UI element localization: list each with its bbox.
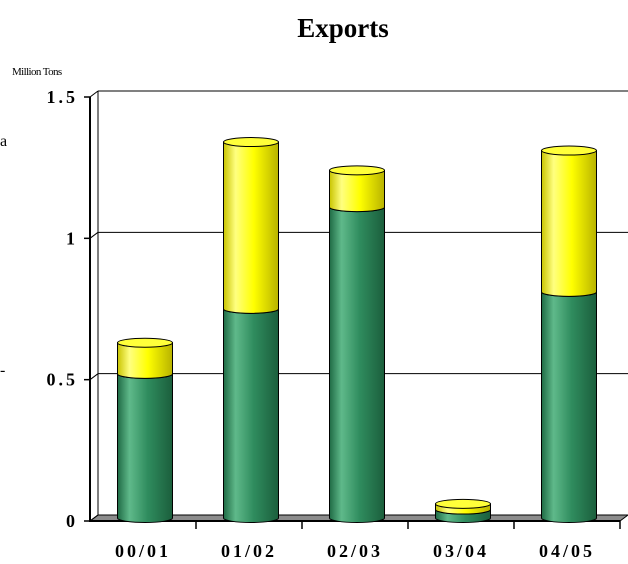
bar-body xyxy=(117,373,173,523)
bar-04/05-series-1 xyxy=(541,286,597,523)
x-tick-label: 01/02 xyxy=(221,541,277,561)
x-tick-label: 00/01 xyxy=(115,541,171,561)
y-tick-labels: 0 0.5 1 1.5 xyxy=(47,87,79,531)
bar-body xyxy=(541,291,597,523)
bar-01/02-series-1 xyxy=(223,303,279,523)
y-tick-label: 1.5 xyxy=(47,87,79,107)
bar-04/05-series-2 xyxy=(541,145,597,297)
x-tick-labels: 00/01 01/02 02/03 03/04 04/05 xyxy=(115,541,595,561)
y-tick-connector xyxy=(89,90,99,98)
bar-cap xyxy=(117,337,173,348)
chart-title: Exports xyxy=(297,13,389,43)
y-tick-label: 0.5 xyxy=(47,370,79,390)
x-tick-label: 04/05 xyxy=(539,541,595,561)
bar-01/02-series-2 xyxy=(223,137,279,314)
partial-side-label-dash: - xyxy=(0,362,5,379)
bar-body xyxy=(223,308,279,523)
bar-cap xyxy=(435,498,491,509)
bar-00/01-series-1 xyxy=(117,368,173,523)
bar-body xyxy=(117,342,173,379)
bar-body xyxy=(329,206,385,523)
bar-cap xyxy=(223,137,279,148)
bar-cap xyxy=(329,165,385,176)
bar-02/03-series-2 xyxy=(329,165,385,213)
bar-00/01-series-2 xyxy=(117,337,173,379)
bar-02/03-series-1 xyxy=(329,202,385,523)
bar-body xyxy=(541,150,597,297)
y-unit-label: Million Tons xyxy=(12,66,62,78)
bars xyxy=(117,137,597,523)
partial-side-label-a: a xyxy=(0,133,7,150)
y-tick-connector xyxy=(89,373,99,381)
y-tick-label: 0 xyxy=(66,511,78,531)
bar-body xyxy=(329,169,385,213)
x-tick-label: 02/03 xyxy=(327,541,383,561)
x-tick-label: 03/04 xyxy=(433,541,489,561)
y-tick-connector xyxy=(89,231,99,239)
bar-03/04-series-2 xyxy=(435,498,491,515)
bar-body xyxy=(223,141,279,314)
y-tick-label: 1 xyxy=(66,228,78,248)
bar-cap xyxy=(541,145,597,156)
